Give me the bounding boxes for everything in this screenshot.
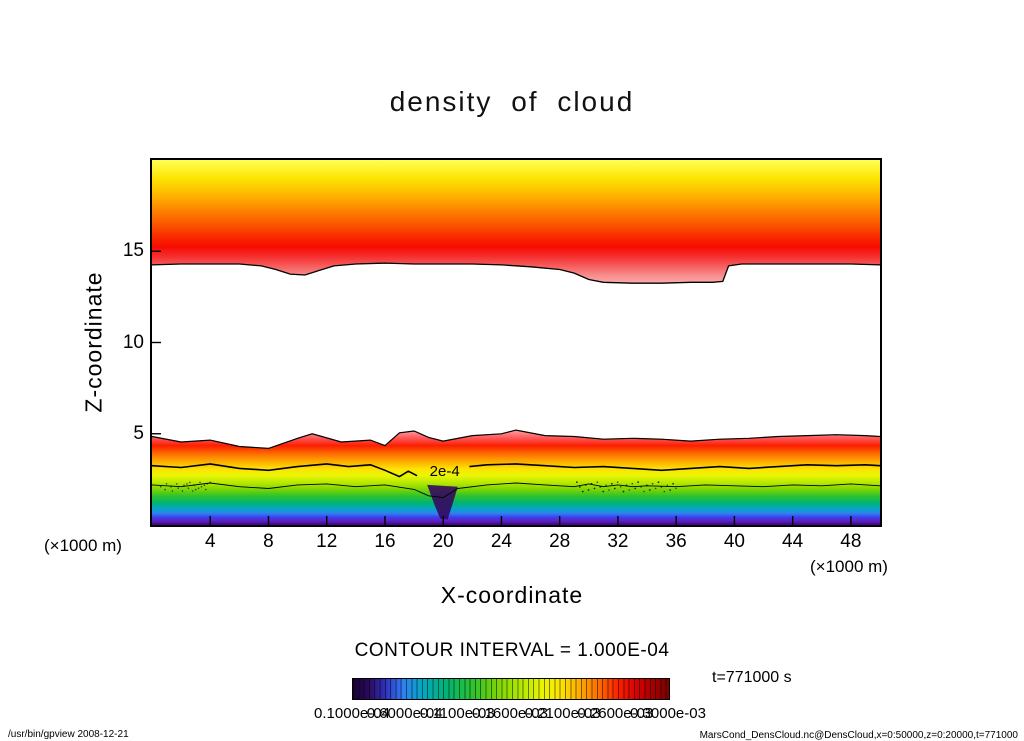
x-tick-label: 4: [204, 531, 216, 552]
contour-interval-label: CONTOUR INTERVAL = 1.000E-04: [354, 640, 670, 661]
speckle-dot: [181, 490, 184, 492]
speckle-dot: [654, 487, 657, 490]
speckle-dot: [177, 487, 179, 489]
speckle-dot: [666, 484, 669, 487]
lower-cloud-band: [152, 430, 880, 525]
colorbar-tick-label: 0.1100e-03: [419, 705, 495, 722]
speckle-dot: [602, 490, 604, 493]
speckle-dot: [613, 487, 616, 490]
x-axis-label: X-coordinate: [440, 582, 584, 608]
y-tick-label: 5: [133, 422, 144, 444]
colorbar-tick-label: 0.6000e-04: [366, 705, 443, 722]
x-tick-label: 44: [782, 531, 804, 552]
speckle-dot: [651, 482, 654, 485]
colorbar: [352, 678, 670, 700]
speckle-dot: [191, 490, 194, 492]
speckle-dot: [634, 487, 636, 490]
contour-line-contour-2e-4: [469, 463, 880, 472]
colorbar-tick-label: 0.3000e-03: [630, 705, 706, 722]
x-tick-label: 20: [432, 531, 454, 552]
speckle-dot: [648, 489, 651, 491]
contour-line-contour-2e-4: [152, 463, 418, 478]
speckle-dot: [205, 488, 207, 491]
colorbar-tick-label: 0.2600e-03: [577, 705, 654, 722]
colorbar-tick-label: 0.2100e-03: [524, 705, 601, 722]
dataset-footer: MarsCond_DensCloud.nc@DensCloud,x=0:5000…: [699, 730, 1018, 741]
speckle-dot: [576, 481, 578, 484]
x-tick-label: 28: [549, 531, 571, 552]
speckle-dot: [605, 484, 607, 487]
speckle-dot: [619, 486, 622, 488]
speckle-dot: [616, 481, 619, 484]
speckle-dot: [672, 482, 674, 485]
speckle-dot: [187, 487, 190, 490]
y-tick-label: 15: [122, 240, 144, 262]
speckle-dot: [186, 483, 188, 485]
speckle-dot: [171, 490, 174, 492]
speckle-dot: [596, 481, 599, 484]
speckle-dot: [164, 488, 166, 491]
y-tick-label: 10: [122, 331, 144, 353]
x-axis-unit-left: (×1000 m): [44, 536, 122, 555]
x-tick-label: 8: [263, 531, 274, 552]
speckle-dot: [611, 483, 613, 485]
speckle-dot: [669, 489, 671, 491]
speckle-dot: [581, 490, 584, 493]
speckle-dot: [194, 488, 197, 491]
x-tick-label: 16: [374, 531, 396, 552]
colorbar-tick-marks: [353, 679, 669, 699]
x-tick-label: 48: [840, 531, 862, 552]
speckle-dot: [663, 490, 666, 493]
contour-line-inner-contour: [152, 482, 880, 499]
speckle-dot: [643, 490, 645, 493]
colorbar-tick-label: 0.1600e-03: [472, 705, 548, 722]
time-label: t=771000 s: [712, 669, 792, 686]
colorbar-tick-label: 0.1000e-04: [314, 705, 390, 722]
speckle-dot: [579, 486, 581, 488]
speckle-dot: [197, 487, 200, 490]
speckle-dot: [675, 487, 677, 490]
speckle-dot: [200, 485, 203, 488]
contour-label-2e-4: 2e-4: [430, 463, 460, 480]
chart-title: density of cloud: [389, 86, 635, 117]
upper-band-boundary-line: [152, 262, 880, 284]
speckle-dot: [165, 483, 168, 485]
speckle-dot: [587, 489, 590, 491]
speckle-dot: [175, 483, 178, 485]
plot-area: 2e-4: [150, 158, 882, 527]
speckle-dot: [189, 481, 191, 484]
contour-plot: 2e-4: [152, 160, 880, 525]
command-footer: /usr/bin/gpview 2008-12-21: [8, 729, 129, 740]
lower-band-boundary-line: [152, 429, 880, 450]
speckle-dot: [199, 481, 201, 484]
speckle-dot: [628, 489, 631, 491]
x-tick-label: 24: [490, 531, 513, 552]
x-axis-unit-right: (×1000 m): [810, 557, 888, 576]
upper-cloud-band: [152, 160, 880, 284]
speckle-dot: [622, 490, 625, 493]
speckle-dot: [631, 482, 634, 485]
speckle-dot: [159, 485, 162, 488]
speckle-dot: [637, 481, 639, 484]
speckle-dot: [183, 484, 185, 487]
x-tick-label: 12: [316, 531, 338, 552]
speckle-dot: [593, 487, 596, 490]
speckle-dot: [657, 481, 660, 484]
speckle-dot: [608, 489, 610, 491]
speckle-dot: [203, 484, 206, 487]
x-tick-label: 40: [723, 531, 745, 552]
x-tick-label: 36: [665, 531, 687, 552]
x-tick-label: 32: [607, 531, 629, 552]
